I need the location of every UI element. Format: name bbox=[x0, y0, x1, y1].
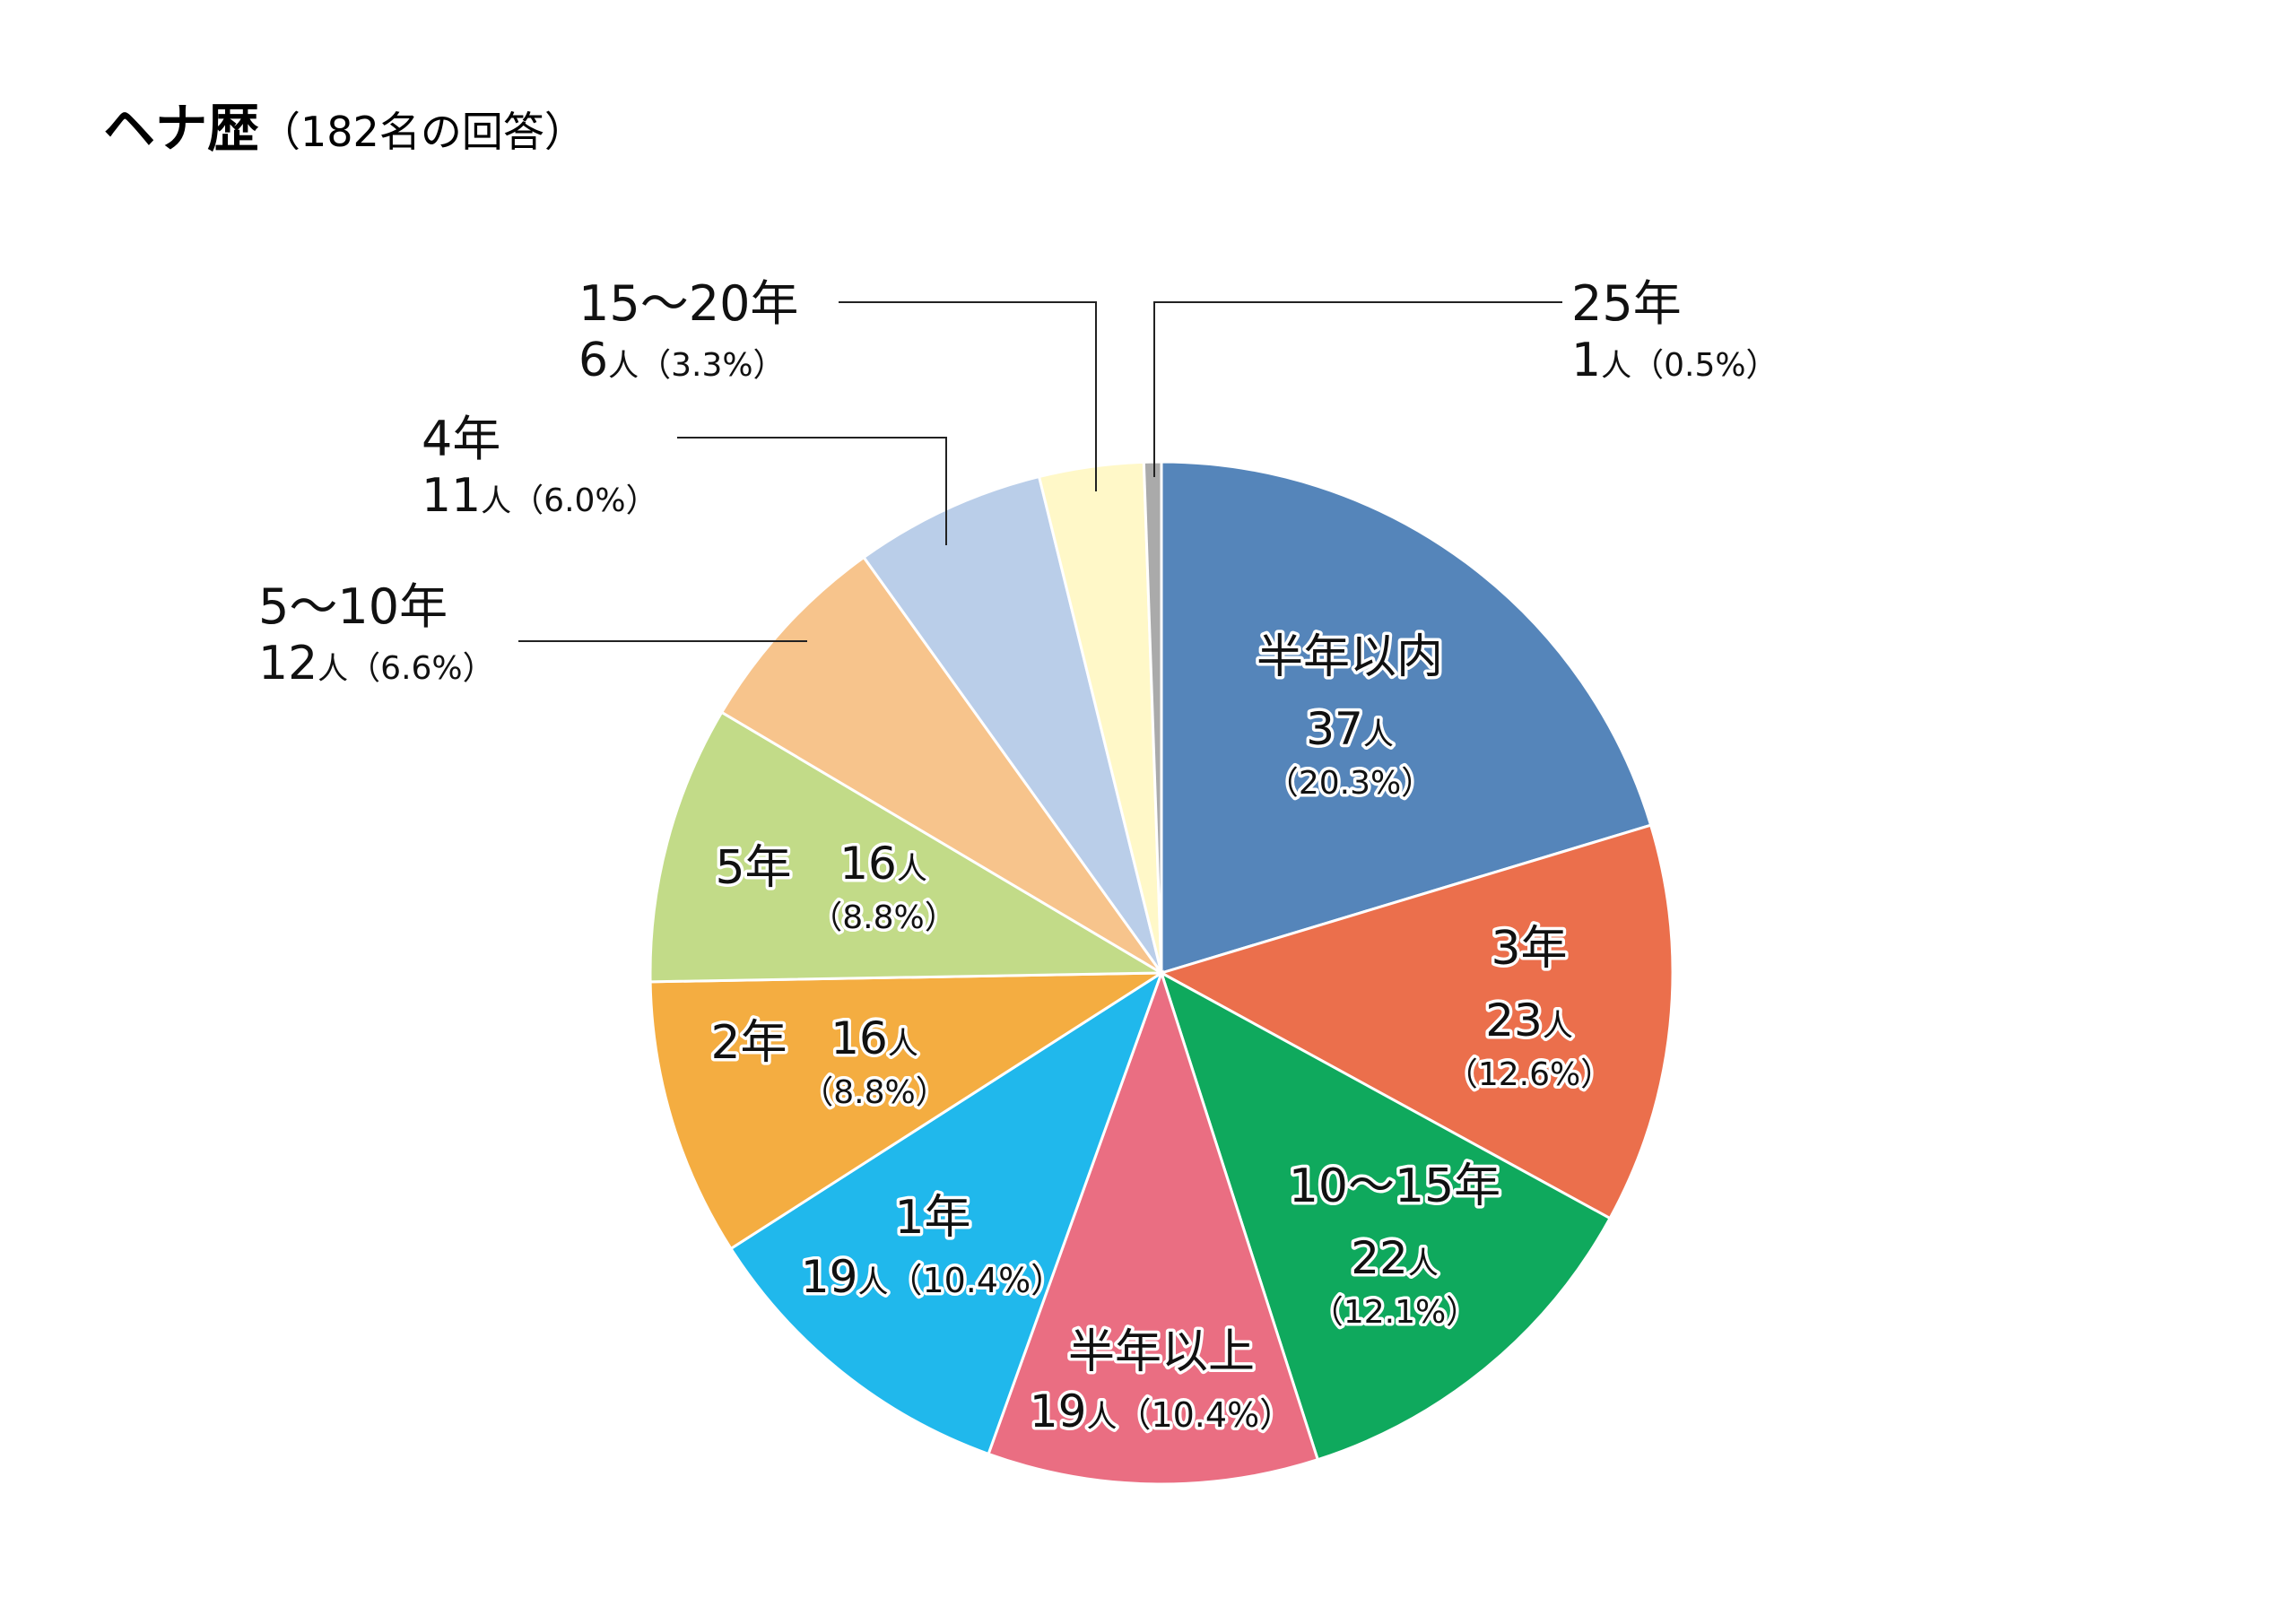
slice-label: 3年 23人 （12.6%） bbox=[1442, 919, 1615, 1097]
slice-labels: 半年以内 37人 （20.3%） 3年 23人 （12.6%） 10〜15年 22人 （12.1… bbox=[258, 275, 1779, 1441]
slice-label: 1年 19人（10.4%） bbox=[797, 1188, 1067, 1307]
pie-slice bbox=[1160, 460, 1653, 976]
slice-percent-label: （8.8%） bbox=[801, 1074, 947, 1111]
slice-count-label: 1人（0.5%） bbox=[1571, 334, 1779, 387]
pie-slice bbox=[987, 968, 1320, 1486]
slice-category-label: 15〜20年 bbox=[578, 275, 798, 332]
pie-slice bbox=[648, 971, 1167, 1251]
slice-count-label: 19人（10.4%） bbox=[1030, 1385, 1293, 1437]
slice-category-label: 1年 bbox=[894, 1191, 970, 1245]
pie-slices bbox=[648, 460, 1674, 1486]
chart-title: ヘナ歴（182名の回答） bbox=[103, 98, 586, 159]
pie-slice bbox=[719, 555, 1163, 975]
chart-title-sub: （182名の回答） bbox=[259, 108, 586, 156]
slice-count-label: 6人（3.3%） bbox=[578, 334, 786, 387]
slice-count-label: 11人（6.0%） bbox=[422, 469, 658, 523]
slice-percent-label: （12.1%） bbox=[1311, 1294, 1478, 1331]
pie-slice bbox=[1158, 823, 1674, 1220]
slice-category-label: 5年 bbox=[715, 841, 791, 895]
slice-count-label: 37人 bbox=[1306, 703, 1394, 755]
slice-count-label: 23人 bbox=[1485, 994, 1573, 1046]
slice-label: 10〜15年 22人 （12.1%） bbox=[1285, 1157, 1503, 1334]
slice-category-label: 5〜10年 bbox=[258, 578, 448, 635]
slice-category-label: 3年 bbox=[1491, 922, 1567, 976]
leader-lines bbox=[518, 301, 1562, 642]
pie-slice bbox=[1159, 969, 1613, 1462]
pie-slice bbox=[1142, 460, 1163, 974]
slice-percent-label: （12.6%） bbox=[1446, 1056, 1613, 1093]
slice-category-label: 半年以上 bbox=[1068, 1325, 1255, 1379]
leader-line bbox=[677, 437, 947, 545]
slice-category-label: 10〜15年 bbox=[1289, 1159, 1500, 1213]
slice-percent-label: （8.8%） bbox=[810, 899, 956, 936]
pie-slice bbox=[648, 710, 1167, 984]
slice-count-label: 16人 bbox=[831, 1012, 918, 1064]
leader-line bbox=[1153, 301, 1562, 477]
slice-category-label: 半年以内 bbox=[1257, 630, 1443, 684]
pie-slice bbox=[728, 969, 1164, 1456]
slice-count-label: 19人（10.4%） bbox=[801, 1251, 1065, 1303]
leader-line bbox=[839, 301, 1097, 491]
slice-count-label: 16人 bbox=[839, 838, 927, 890]
slice-category-label: 4年 bbox=[422, 411, 500, 467]
slice-label: 半年以上 19人（10.4%） bbox=[1026, 1323, 1296, 1441]
slice-count-label: 12人（6.6%） bbox=[258, 637, 495, 690]
slice-count-label: 22人 bbox=[1351, 1232, 1439, 1284]
slice-percent-label: （20.3%） bbox=[1266, 765, 1433, 802]
slice-label: 2年 16人 （8.8%） bbox=[708, 1010, 951, 1115]
slice-label: 半年以内 37人 （20.3%） bbox=[1253, 628, 1446, 805]
chart-title-main: ヘナ歴 bbox=[103, 98, 259, 159]
pie-slice bbox=[862, 474, 1163, 974]
slice-label: 5年 16人 （8.8%） bbox=[712, 835, 960, 940]
slice-category-label: 2年 bbox=[710, 1016, 787, 1070]
slice-category-label: 25年 bbox=[1571, 275, 1682, 332]
